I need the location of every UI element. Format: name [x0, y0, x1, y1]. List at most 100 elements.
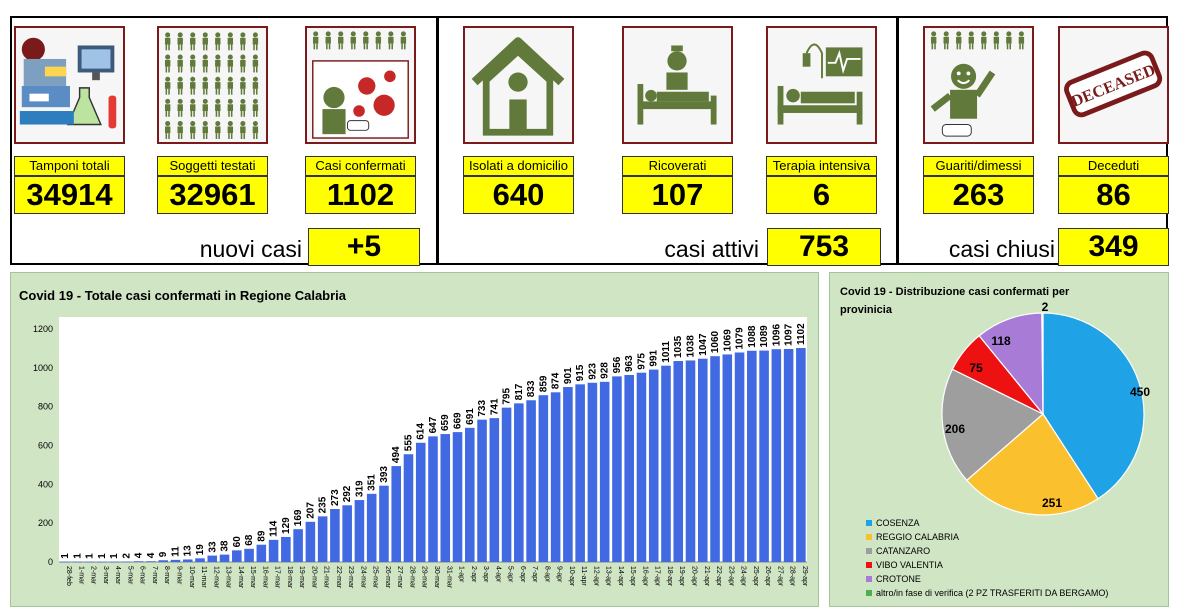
bar-value-label: 1089 — [759, 325, 770, 348]
bar — [526, 400, 536, 562]
x-tick-label: 4-mar — [114, 566, 121, 585]
bar-value-label: 991 — [649, 349, 660, 366]
bar — [109, 561, 119, 563]
bar — [379, 485, 389, 562]
bar-value-label: 741 — [489, 398, 500, 415]
pie-value-label: 118 — [991, 334, 1011, 348]
x-tick-label: 25-mar — [372, 566, 379, 589]
card-value: 34914 — [14, 176, 125, 214]
bar-value-label: 33 — [207, 541, 218, 553]
bar — [60, 561, 70, 563]
bar — [575, 384, 585, 562]
bar — [624, 375, 634, 562]
bar-value-label: 292 — [342, 485, 353, 502]
bar-value-label: 207 — [305, 502, 316, 519]
x-tick-label: 18-mar — [286, 566, 293, 589]
bar — [366, 493, 377, 562]
bar-value-label: 691 — [465, 408, 476, 425]
bar — [330, 508, 340, 562]
bar — [207, 555, 218, 562]
bar — [182, 559, 193, 562]
x-tick-label: 27-apr — [776, 566, 783, 587]
legend-item: COSENZA — [866, 516, 1108, 530]
y-tick-label: 0 — [48, 557, 53, 567]
bar-value-label: 1069 — [722, 329, 733, 352]
x-tick-label: 11-mar — [200, 566, 207, 588]
bar-value-label: 4 — [134, 552, 145, 558]
pie-chart: 450 251 206 75 118 2 — [941, 300, 1150, 516]
bar — [121, 561, 132, 563]
bar — [697, 358, 708, 562]
x-tick-label: 14-mar — [237, 566, 244, 589]
x-tick-label: 30-mar — [433, 566, 440, 589]
bar-value-label: 1047 — [698, 333, 709, 356]
bar — [428, 436, 438, 562]
bar — [170, 559, 181, 562]
bar-value-label: 647 — [428, 416, 439, 433]
bar — [722, 354, 733, 562]
bar — [783, 348, 794, 562]
card-label: Guariti/dimessi — [923, 156, 1034, 176]
x-tick-label: 16-mar — [261, 566, 268, 589]
card-label: Isolati a domicilio — [463, 156, 574, 176]
card-value: 1102 — [305, 176, 416, 214]
card-value: 6 — [766, 176, 877, 214]
bar-value-label: 38 — [220, 540, 231, 552]
pie-chart-title: Covid 19 - Distribuzione casi confermati… — [840, 286, 1070, 316]
x-tick-label: 17-mar — [274, 566, 281, 589]
bar — [599, 381, 610, 562]
pie-value-label: 450 — [1130, 385, 1150, 399]
nuovi-casi-value: +5 — [308, 228, 420, 266]
x-tick-label: 2-mar — [90, 566, 97, 585]
bar — [477, 419, 487, 562]
bar-value-label: 1035 — [673, 335, 684, 358]
x-tick-label: 26-mar — [384, 566, 391, 589]
y-tick-label: 800 — [38, 402, 53, 412]
casi-chiusi-label: casi chiusi — [948, 236, 1055, 262]
bar-value-label: 11 — [170, 546, 181, 557]
bar — [465, 427, 475, 562]
bar — [232, 550, 242, 562]
legend-item: VIBO VALENTIA — [866, 558, 1108, 572]
x-tick-label: 8-mar — [163, 566, 170, 585]
x-tick-label: 7-apr — [531, 566, 538, 583]
legend-item: REGGIO CALABRIA — [866, 530, 1108, 544]
legend-item: CROTONE — [866, 572, 1108, 586]
x-tick-label: 14-apr — [617, 566, 624, 587]
bar-value-label: 2 — [121, 553, 132, 559]
x-tick-label: 3-apr — [482, 566, 489, 583]
x-tick-label: 24-mar — [359, 566, 366, 589]
card-value: 107 — [622, 176, 733, 214]
bar — [747, 350, 757, 562]
bar — [587, 382, 598, 562]
bar-value-label: 129 — [281, 517, 292, 534]
legend-label: altro/in fase di verifica (2 PZ TRASFERI… — [876, 588, 1109, 598]
virus-icon — [305, 26, 416, 144]
x-tick-label: 1-mar — [77, 566, 84, 585]
legend-label: REGGIO CALABRIA — [876, 532, 960, 542]
x-tick-label: 25-apr — [752, 566, 759, 587]
bar-value-label: 669 — [453, 412, 464, 429]
x-tick-label: 28-feb — [65, 566, 72, 586]
casi-attivi-value: 753 — [767, 228, 881, 266]
bar — [133, 561, 144, 562]
bar-value-label: 1 — [85, 553, 96, 559]
bar-value-label: 1079 — [735, 327, 746, 350]
bar-value-label: 1088 — [747, 325, 758, 348]
bar-value-label: 956 — [612, 356, 623, 373]
bar-value-label: 1038 — [686, 335, 697, 358]
x-tick-label: 17-apr — [654, 566, 661, 587]
x-tick-label: 5-mar — [126, 566, 133, 585]
x-tick-label: 3-mar — [102, 566, 109, 585]
bar — [219, 554, 230, 562]
x-tick-label: 12-mar — [212, 566, 219, 589]
bar — [415, 442, 426, 562]
casi-attivi-label: casi attivi — [664, 236, 759, 262]
bar — [636, 372, 647, 562]
bar — [771, 349, 782, 562]
x-tick-label: 7-mar — [151, 566, 158, 585]
card-label: Terapia intensiva — [766, 156, 877, 176]
bar-value-label: 9 — [158, 551, 169, 557]
bar-value-label: 1096 — [771, 324, 782, 347]
bar — [293, 529, 303, 562]
